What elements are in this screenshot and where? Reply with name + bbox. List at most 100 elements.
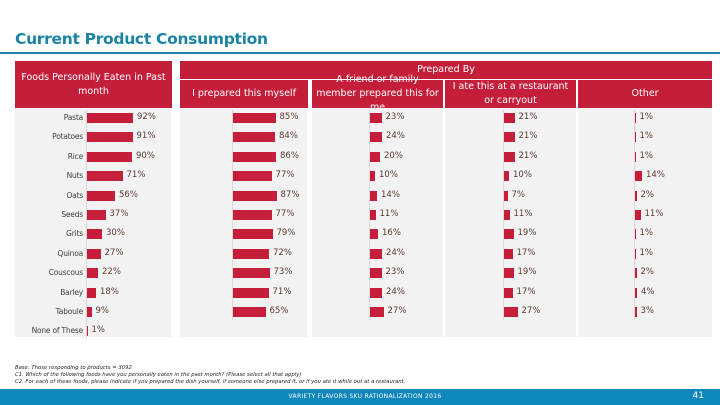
bar: [87, 307, 92, 317]
bar: [370, 151, 380, 162]
data-label: 77%: [275, 209, 295, 219]
data-label: 71%: [126, 170, 146, 181]
bar: [370, 113, 382, 123]
bar: [370, 287, 382, 298]
bar: [87, 113, 133, 123]
bar: [504, 210, 510, 220]
bar: [87, 132, 133, 143]
data-label: 23%: [385, 112, 405, 122]
panel-prepared-myself: [180, 108, 307, 337]
data-label: 72%: [273, 247, 292, 258]
axis-line: [369, 110, 370, 320]
category-label: Potatoes: [52, 132, 83, 142]
data-label: 87%: [280, 189, 300, 200]
data-label: 1%: [639, 228, 654, 239]
axis-line: [86, 110, 87, 340]
data-label: 30%: [106, 228, 125, 239]
bar: [635, 171, 642, 182]
category-label: Taboule: [55, 307, 84, 316]
header-prepared-by: Prepared By: [180, 61, 712, 79]
bar: [370, 132, 382, 143]
bar: [233, 132, 275, 143]
panel-friend-family: [312, 108, 443, 337]
bar: [370, 307, 384, 317]
data-label: 7%: [511, 189, 526, 200]
data-label: 22%: [102, 267, 121, 278]
bar: [87, 151, 132, 162]
data-label: 14%: [381, 189, 400, 200]
panel-other: [578, 108, 712, 337]
footnotes: Base: Those responding to products = 309…: [15, 365, 405, 387]
data-label: 19%: [517, 228, 537, 239]
bar: [635, 287, 637, 298]
category-label: Pasta: [63, 113, 83, 122]
data-label: 11%: [644, 209, 664, 219]
bar: [370, 190, 377, 201]
category-label: Couscous: [48, 268, 83, 278]
bar: [635, 151, 636, 162]
bar: [370, 248, 382, 259]
data-label: 1%: [91, 325, 106, 336]
category-label: Seeds: [61, 210, 83, 219]
category-label: Oats: [66, 190, 83, 200]
data-label: 79%: [276, 228, 296, 239]
bar: [635, 113, 636, 123]
bar: [635, 229, 636, 240]
panel-foods-eaten: [15, 108, 171, 337]
data-label: 24%: [386, 131, 405, 142]
axis-line: [634, 110, 635, 320]
header-friend-family: A friend or family member prepared this …: [312, 74, 443, 113]
bar: [504, 287, 513, 298]
data-label: 1%: [639, 131, 654, 142]
footer-bar: VARIETY FLAVORS SKU RATIONALIZATION 2016…: [0, 389, 720, 405]
data-label: 65%: [269, 306, 289, 316]
data-label: 27%: [104, 247, 124, 258]
page-title: Current Product Consumption: [15, 30, 268, 48]
bar: [233, 268, 270, 279]
bar: [635, 190, 637, 201]
data-label: 71%: [272, 286, 292, 297]
bar: [87, 268, 98, 279]
bar: [635, 132, 636, 143]
data-label: 2%: [640, 189, 655, 200]
data-label: 91%: [136, 131, 156, 142]
header-other: Other: [578, 80, 712, 108]
bar: [370, 268, 382, 279]
data-label: 86%: [280, 150, 299, 161]
bar: [504, 132, 515, 143]
bar: [635, 210, 641, 220]
title-divider: [0, 52, 720, 54]
data-label: 3%: [640, 306, 655, 316]
bar: [504, 248, 513, 259]
data-label: 10%: [379, 170, 398, 181]
data-label: 11%: [379, 209, 399, 219]
bar: [504, 190, 508, 201]
data-label: 27%: [387, 306, 407, 316]
bar: [635, 268, 637, 279]
bar: [87, 210, 106, 220]
data-label: 90%: [136, 150, 155, 161]
header-prepared-myself: I prepared this myself: [180, 80, 308, 108]
bar: [233, 151, 276, 162]
bar: [87, 287, 96, 298]
data-label: 11%: [513, 209, 533, 219]
header-restaurant: I ate this at a restaurant or carryout: [445, 80, 576, 108]
data-label: 21%: [518, 131, 538, 142]
bar: [233, 171, 272, 182]
data-label: 56%: [119, 189, 138, 200]
bar: [635, 307, 637, 317]
bar: [87, 190, 115, 201]
bar: [370, 210, 376, 220]
data-label: 37%: [109, 209, 129, 219]
axis-line: [232, 110, 233, 320]
data-label: 73%: [273, 267, 293, 278]
bar: [504, 229, 514, 240]
bar: [504, 268, 514, 279]
bar: [233, 113, 276, 123]
data-label: 17%: [516, 247, 536, 258]
note-base: Base: Those responding to products = 309…: [15, 365, 132, 371]
data-label: 85%: [279, 112, 299, 122]
bar: [504, 113, 515, 123]
bar: [233, 210, 272, 220]
data-label: 77%: [275, 170, 295, 181]
